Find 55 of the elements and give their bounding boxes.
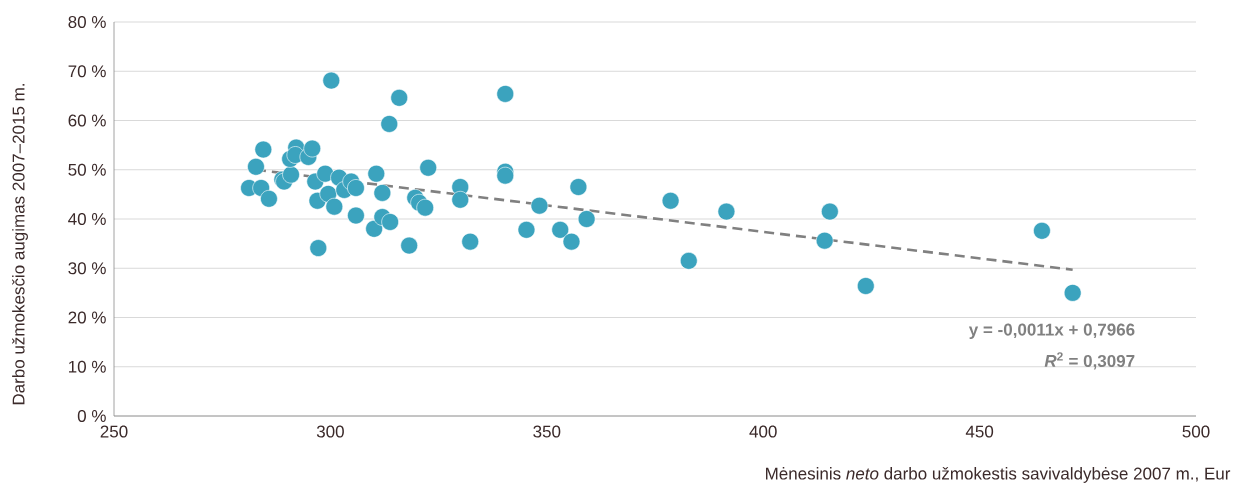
point xyxy=(551,221,570,239)
point xyxy=(325,197,344,216)
y-axis-title: Darbo užmokesčio augimas 2007–2015 m. xyxy=(12,84,28,405)
point xyxy=(821,202,839,221)
point xyxy=(347,206,365,225)
x-tick-label: 400 xyxy=(749,425,777,438)
point xyxy=(373,184,392,202)
x-tick-label: 350 xyxy=(533,425,561,438)
y-tick-label: 40 % xyxy=(68,212,106,226)
point xyxy=(367,164,386,183)
point xyxy=(419,158,438,177)
point xyxy=(569,178,588,196)
x-tick-label: 300 xyxy=(316,425,344,438)
y-tick-label: 50 % xyxy=(68,163,106,176)
point xyxy=(400,236,418,255)
point xyxy=(303,139,322,158)
point xyxy=(1063,284,1082,302)
point xyxy=(1033,222,1051,240)
x-axis-title: Mėnesinis neto darbo užmokestis savivaldybėse 2007 m., Eur xyxy=(766,467,1231,483)
point xyxy=(254,140,273,159)
point xyxy=(461,232,479,251)
point xyxy=(717,202,736,221)
x-tick-label: 250 xyxy=(100,425,128,438)
point xyxy=(390,89,409,107)
point xyxy=(347,179,365,197)
x-tick-label: 500 xyxy=(1182,425,1210,438)
point xyxy=(562,232,581,251)
point xyxy=(577,210,596,228)
y-tick-label: 60 % xyxy=(68,114,106,127)
point xyxy=(380,115,399,133)
point xyxy=(322,71,341,90)
x-tick-label: 450 xyxy=(965,425,994,438)
point xyxy=(856,277,875,295)
point xyxy=(416,198,434,217)
point xyxy=(517,221,536,239)
y-tick-label: 30 % xyxy=(68,262,106,275)
point xyxy=(661,191,680,210)
point xyxy=(451,191,470,209)
point xyxy=(815,231,834,250)
point xyxy=(381,213,399,231)
annotation: R$^{2}$ = 0,3097 xyxy=(1044,352,1135,370)
point xyxy=(496,166,515,185)
point xyxy=(530,196,549,215)
point xyxy=(247,158,265,176)
point xyxy=(679,252,698,270)
y-tick-label: 20 % xyxy=(68,311,106,324)
y-tick-label: 70 % xyxy=(68,65,106,78)
point xyxy=(282,165,300,184)
point xyxy=(496,85,515,103)
annotation: y = -0,0011x + 0,7966 xyxy=(968,323,1135,339)
y-tick-label: 10 % xyxy=(69,360,106,373)
y-tick-label: 0 % xyxy=(77,409,106,423)
y-tick-label: 80 % xyxy=(68,15,106,29)
point xyxy=(309,239,328,257)
point xyxy=(260,190,278,208)
